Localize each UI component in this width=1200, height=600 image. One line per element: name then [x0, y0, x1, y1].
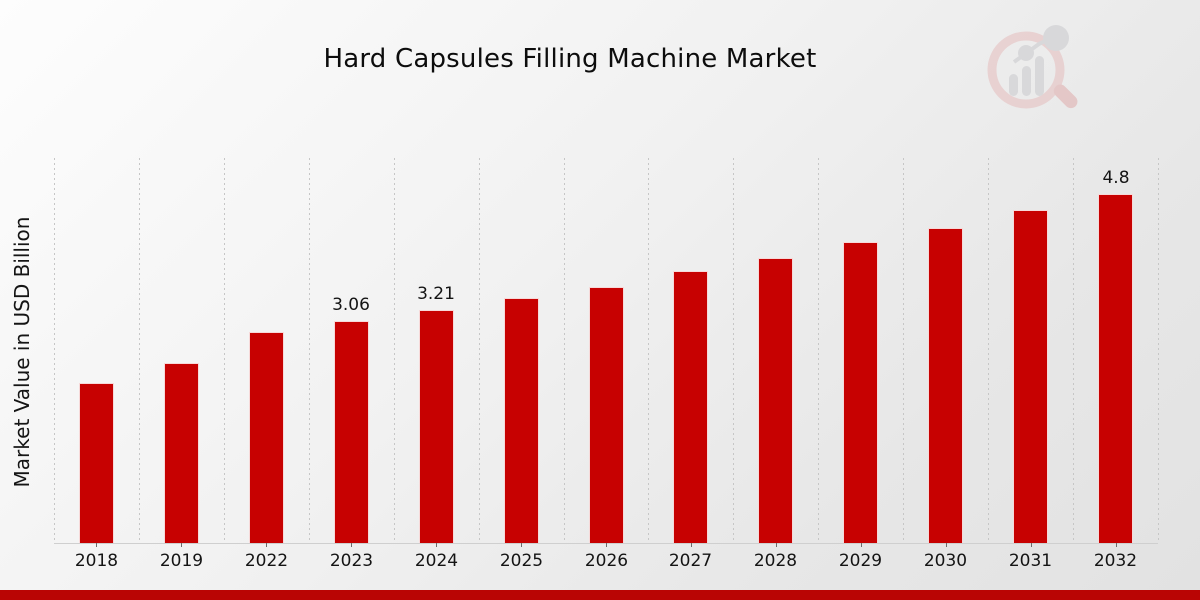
bar-2025 [504, 298, 539, 543]
x-tick-label-2032: 2032 [1093, 551, 1138, 571]
bar-value-label-2023: 3.06 [332, 295, 370, 315]
footer-accent-band [0, 590, 1200, 600]
bar-2018 [79, 383, 114, 543]
gridline [394, 158, 395, 543]
x-tick-label-2029: 2029 [838, 551, 883, 571]
bar-2023 [334, 321, 369, 543]
x-axis-tick [181, 543, 182, 547]
x-axis-tick [351, 543, 352, 547]
gridline [988, 158, 989, 543]
x-axis-tick [1116, 543, 1117, 547]
x-tick-label-2028: 2028 [753, 551, 798, 571]
x-tick-label-2019: 2019 [159, 551, 204, 571]
bar-value-label-2024: 3.21 [417, 284, 455, 304]
bar-value-label-2032: 4.8 [1102, 168, 1130, 188]
x-axis-tick [521, 543, 522, 547]
gridline [564, 158, 565, 543]
gridline [139, 158, 140, 543]
bar-2030 [928, 228, 963, 543]
gridline [1073, 158, 1074, 543]
x-axis-tick [606, 543, 607, 547]
x-axis-tick [691, 543, 692, 547]
gridline [309, 158, 310, 543]
x-axis-tick [861, 543, 862, 547]
bar-2028 [758, 258, 793, 543]
x-tick-label-2030: 2030 [923, 551, 968, 571]
x-tick-label-2027: 2027 [668, 551, 713, 571]
gridline [818, 158, 819, 543]
market-research-future-logo-icon [987, 25, 1078, 109]
x-tick-label-2022: 2022 [244, 551, 289, 571]
bar-2027 [673, 271, 708, 543]
gridline [224, 158, 225, 543]
gridline [1158, 158, 1159, 543]
gridline [903, 158, 904, 543]
x-tick-label-2024: 2024 [414, 551, 459, 571]
x-axis-tick [946, 543, 947, 547]
x-axis-tick [96, 543, 97, 547]
x-axis-tick [1031, 543, 1032, 547]
x-axis-tick [436, 543, 437, 547]
gridline [479, 158, 480, 543]
bar-2032 [1098, 194, 1133, 543]
chart-title: Hard Capsules Filling Machine Market [323, 44, 817, 74]
bar-2022 [249, 332, 284, 543]
x-axis-tick [776, 543, 777, 547]
gridline [648, 158, 649, 543]
bar-2024 [419, 310, 454, 543]
gridline [54, 158, 55, 543]
bar-2031 [1013, 210, 1048, 543]
x-axis-tick [266, 543, 267, 547]
x-tick-label-2023: 2023 [329, 551, 374, 571]
plot-area: 2018 2019 2022 3.06 2023 3.21 2024 2025 2026 2027… [54, 158, 1159, 571]
x-tick-label-2026: 2026 [584, 551, 629, 571]
bar-2026 [589, 287, 624, 543]
y-axis-label: Market Value in USD Billion [10, 216, 34, 488]
bar-2029 [843, 242, 878, 543]
bar-2019 [164, 363, 199, 543]
x-tick-label-2018: 2018 [74, 551, 119, 571]
gridline [733, 158, 734, 543]
x-tick-label-2031: 2031 [1008, 551, 1053, 571]
x-tick-label-2025: 2025 [499, 551, 544, 571]
